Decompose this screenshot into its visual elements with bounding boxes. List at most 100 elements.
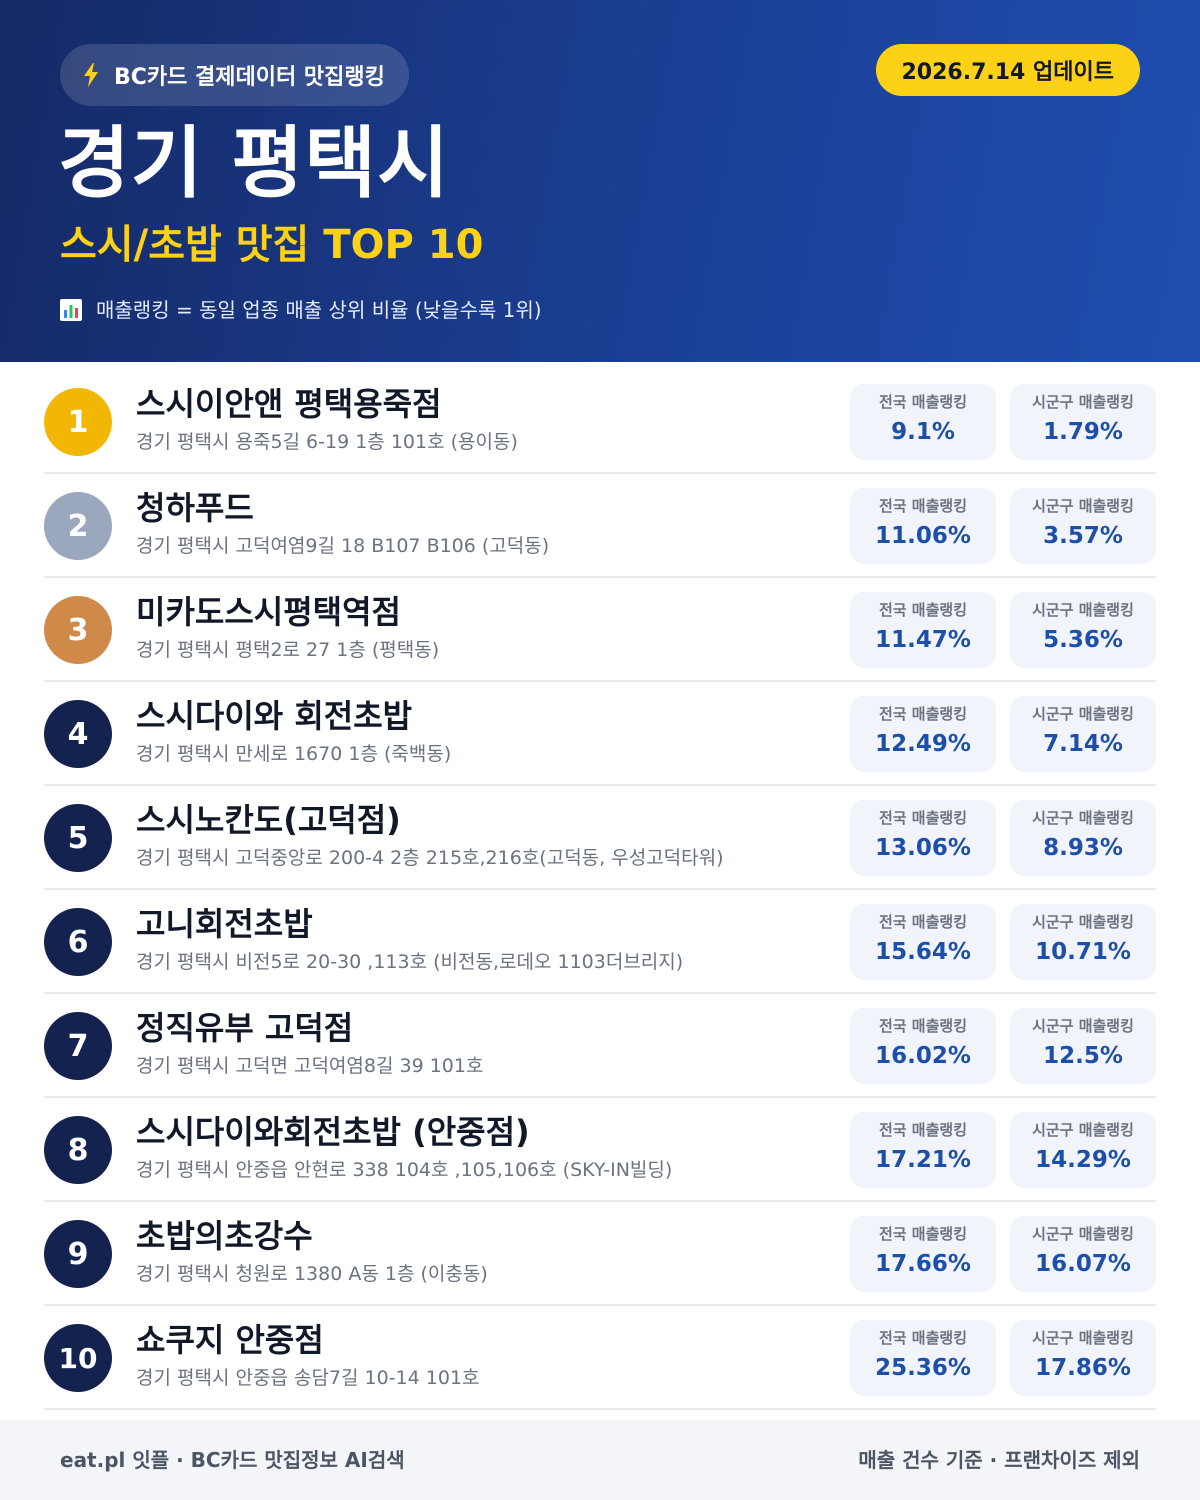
local-ranking-box: 시군구 매출랭킹 7.14% <box>1010 696 1156 772</box>
restaurant-name: 초밥의초강수 <box>136 1217 313 1255</box>
list-item[interactable]: 7 정직유부 고덕점 경기 평택시 고덕면 고덕여염8길 39 101호 전국 … <box>44 994 1156 1098</box>
list-item[interactable]: 1 스시이안앤 평택용죽점 경기 평택시 용죽5길 6-19 1층 101호 (… <box>44 370 1156 474</box>
national-ranking-label: 전국 매출랭킹 <box>878 497 968 515</box>
restaurant-name: 정직유부 고덕점 <box>136 1009 354 1047</box>
local-ranking-label: 시군구 매출랭킹 <box>1032 1329 1134 1347</box>
header-banner: BC카드 결제데이터 맛집랭킹 2026.7.14 업데이트 경기 평택시 스시… <box>0 0 1200 362</box>
restaurant-name: 스시노칸도(고덕점) <box>136 801 401 839</box>
list-item[interactable]: 8 스시다이와회전초밥 (안중점) 경기 평택시 안중읍 안현로 338 104… <box>44 1098 1156 1202</box>
local-ranking-value: 16.07% <box>1035 1251 1131 1277</box>
local-ranking-value: 17.86% <box>1035 1355 1131 1381</box>
local-ranking-box: 시군구 매출랭킹 8.93% <box>1010 800 1156 876</box>
local-ranking-label: 시군구 매출랭킹 <box>1032 393 1134 411</box>
local-ranking-label: 시군구 매출랭킹 <box>1032 1225 1134 1243</box>
local-ranking-box: 시군구 매출랭킹 1.79% <box>1010 384 1156 460</box>
local-ranking-box: 시군구 매출랭킹 10.71% <box>1010 904 1156 980</box>
restaurant-name: 고니회전초밥 <box>136 905 313 943</box>
national-ranking-box: 전국 매출랭킹 9.1% <box>850 384 996 460</box>
restaurant-address: 경기 평택시 안중읍 안현로 338 104호 ,105,106호 (SKY-I… <box>136 1159 673 1181</box>
rank-badge: 8 <box>44 1116 112 1184</box>
rank-badge: 4 <box>44 700 112 768</box>
national-ranking-box: 전국 매출랭킹 17.21% <box>850 1112 996 1188</box>
local-ranking-box: 시군구 매출랭킹 5.36% <box>1010 592 1156 668</box>
list-item[interactable]: 3 미카도스시평택역점 경기 평택시 평택2로 27 1층 (평택동) 전국 매… <box>44 578 1156 682</box>
national-ranking-value: 25.36% <box>875 1355 971 1381</box>
restaurant-address: 경기 평택시 고덕여염9길 18 B107 B106 (고덕동) <box>136 535 550 557</box>
rank-badge: 5 <box>44 804 112 872</box>
footer-source: eat.pl 잇플 · BC카드 맛집정보 AI검색 <box>60 1448 405 1472</box>
local-ranking-box: 시군구 매출랭킹 3.57% <box>1010 488 1156 564</box>
local-ranking-value: 12.5% <box>1043 1043 1123 1069</box>
bar-chart-icon <box>60 299 82 321</box>
ranking-legend: 매출랭킹 = 동일 업종 매출 상위 비율 (낮을수록 1위) <box>60 294 542 326</box>
national-ranking-box: 전국 매출랭킹 13.06% <box>850 800 996 876</box>
footer: eat.pl 잇플 · BC카드 맛집정보 AI검색 매출 건수 기준 · 프랜… <box>0 1420 1200 1500</box>
national-ranking-value: 15.64% <box>875 939 971 965</box>
restaurant-name: 스시이안앤 평택용죽점 <box>136 385 442 423</box>
national-ranking-label: 전국 매출랭킹 <box>878 1017 968 1035</box>
source-badge: BC카드 결제데이터 맛집랭킹 <box>60 44 409 106</box>
list-item[interactable]: 4 스시다이와 회전초밥 경기 평택시 만세로 1670 1층 (죽백동) 전국… <box>44 682 1156 786</box>
list-item[interactable]: 6 고니회전초밥 경기 평택시 비전5로 20-30 ,113호 (비전동,로데… <box>44 890 1156 994</box>
restaurant-list: 1 스시이안앤 평택용죽점 경기 평택시 용죽5길 6-19 1층 101호 (… <box>44 370 1156 1410</box>
national-ranking-box: 전국 매출랭킹 16.02% <box>850 1008 996 1084</box>
national-ranking-box: 전국 매출랭킹 11.47% <box>850 592 996 668</box>
restaurant-name: 청하푸드 <box>136 489 254 527</box>
legend-text: 매출랭킹 = 동일 업종 매출 상위 비율 (낮을수록 1위) <box>96 298 542 322</box>
restaurant-address: 경기 평택시 안중읍 송담7길 10-14 101호 <box>136 1367 480 1389</box>
national-ranking-value: 17.21% <box>875 1147 971 1173</box>
local-ranking-label: 시군구 매출랭킹 <box>1032 705 1134 723</box>
local-ranking-value: 1.79% <box>1043 419 1123 445</box>
local-ranking-box: 시군구 매출랭킹 16.07% <box>1010 1216 1156 1292</box>
local-ranking-box: 시군구 매출랭킹 12.5% <box>1010 1008 1156 1084</box>
national-ranking-box: 전국 매출랭킹 11.06% <box>850 488 996 564</box>
rank-badge: 1 <box>44 388 112 456</box>
footer-note: 매출 건수 기준 · 프랜차이즈 제외 <box>858 1448 1140 1472</box>
list-item[interactable]: 5 스시노칸도(고덕점) 경기 평택시 고덕중앙로 200-4 2층 215호,… <box>44 786 1156 890</box>
national-ranking-label: 전국 매출랭킹 <box>878 1225 968 1243</box>
national-ranking-label: 전국 매출랭킹 <box>878 1329 968 1347</box>
national-ranking-value: 9.1% <box>891 419 955 445</box>
source-label: BC카드 결제데이터 맛집랭킹 <box>114 65 385 90</box>
list-item[interactable]: 10 쇼쿠지 안중점 경기 평택시 안중읍 송담7길 10-14 101호 전국… <box>44 1306 1156 1410</box>
national-ranking-label: 전국 매출랭킹 <box>878 913 968 931</box>
restaurant-name: 스시다이와 회전초밥 <box>136 697 413 735</box>
restaurant-address: 경기 평택시 고덕중앙로 200-4 2층 215호,216호(고덕동, 우성고… <box>136 847 724 869</box>
local-ranking-box: 시군구 매출랭킹 14.29% <box>1010 1112 1156 1188</box>
rank-badge: 6 <box>44 908 112 976</box>
local-ranking-label: 시군구 매출랭킹 <box>1032 809 1134 827</box>
national-ranking-box: 전국 매출랭킹 17.66% <box>850 1216 996 1292</box>
update-date-label: 2026.7.14 업데이트 <box>901 60 1115 85</box>
restaurant-address: 경기 평택시 만세로 1670 1층 (죽백동) <box>136 743 452 765</box>
category-title: 스시/초밥 맛집 TOP 10 <box>60 222 484 268</box>
national-ranking-label: 전국 매출랭킹 <box>878 809 968 827</box>
local-ranking-value: 5.36% <box>1043 627 1123 653</box>
restaurant-address: 경기 평택시 평택2로 27 1층 (평택동) <box>136 639 440 661</box>
restaurant-address: 경기 평택시 비전5로 20-30 ,113호 (비전동,로데오 1103더브리… <box>136 951 684 973</box>
national-ranking-label: 전국 매출랭킹 <box>878 1121 968 1139</box>
local-ranking-label: 시군구 매출랭킹 <box>1032 601 1134 619</box>
restaurant-name: 쇼쿠지 안중점 <box>136 1321 324 1359</box>
national-ranking-value: 12.49% <box>875 731 971 757</box>
region-title: 경기 평택시 <box>58 119 450 209</box>
restaurant-name: 스시다이와회전초밥 (안중점) <box>136 1113 530 1151</box>
rank-badge: 2 <box>44 492 112 560</box>
restaurant-name: 미카도스시평택역점 <box>136 593 401 631</box>
local-ranking-label: 시군구 매출랭킹 <box>1032 1017 1134 1035</box>
national-ranking-value: 16.02% <box>875 1043 971 1069</box>
rank-badge: 3 <box>44 596 112 664</box>
list-item[interactable]: 2 청하푸드 경기 평택시 고덕여염9길 18 B107 B106 (고덕동) … <box>44 474 1156 578</box>
national-ranking-value: 11.06% <box>875 523 971 549</box>
national-ranking-value: 11.47% <box>875 627 971 653</box>
national-ranking-box: 전국 매출랭킹 25.36% <box>850 1320 996 1396</box>
restaurant-address: 경기 평택시 고덕면 고덕여염8길 39 101호 <box>136 1055 484 1077</box>
list-item[interactable]: 9 초밥의초강수 경기 평택시 청원로 1380 A동 1층 (이충동) 전국 … <box>44 1202 1156 1306</box>
national-ranking-box: 전국 매출랭킹 15.64% <box>850 904 996 980</box>
restaurant-address: 경기 평택시 용죽5길 6-19 1층 101호 (용이동) <box>136 431 518 453</box>
local-ranking-value: 10.71% <box>1035 939 1131 965</box>
local-ranking-value: 8.93% <box>1043 835 1123 861</box>
update-date-badge: 2026.7.14 업데이트 <box>875 44 1140 96</box>
national-ranking-label: 전국 매출랭킹 <box>878 601 968 619</box>
national-ranking-value: 13.06% <box>875 835 971 861</box>
rank-badge: 10 <box>44 1324 112 1392</box>
